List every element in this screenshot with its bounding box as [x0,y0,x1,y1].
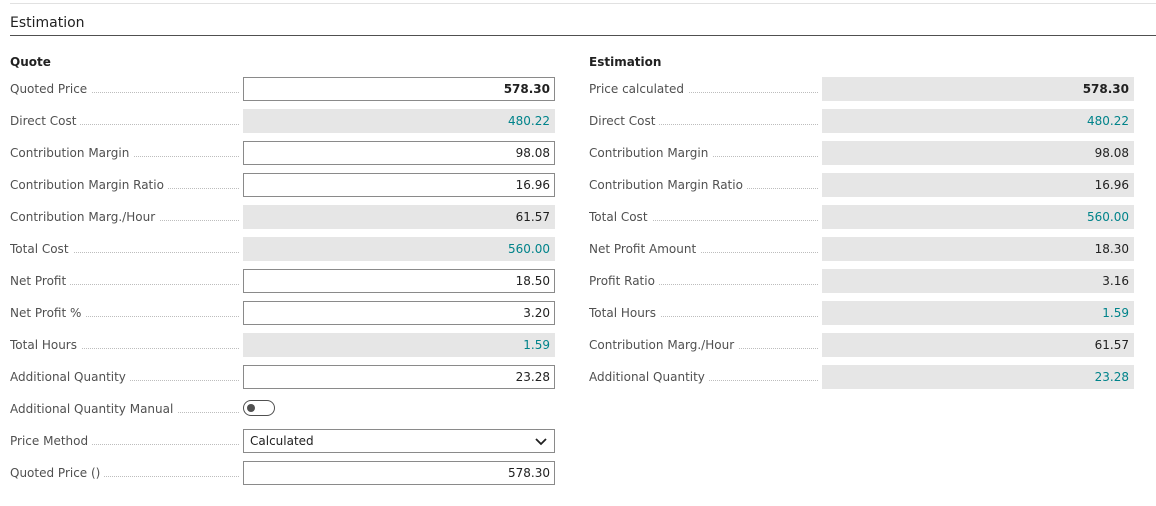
estimation-direct-cost-value[interactable]: 480.22 [822,109,1134,133]
estimation-total-cost-row: Total Cost 560.00 [589,205,1134,237]
field-label: Price Method [10,429,243,453]
price-method-select[interactable]: Calculated [243,429,555,453]
field-label: Direct Cost [10,109,243,133]
estimation-group: Price calculated 578.30 Direct Cost 480.22 C… [589,77,1134,397]
quote-contribution-margin-input[interactable]: 98.08 [243,141,555,165]
additional-quantity-manual-toggle[interactable] [243,400,275,416]
quote-additional-quantity-row: Additional Quantity 23.28 [10,365,555,397]
field-label: Net Profit Amount [589,237,822,261]
quote-additional-quantity-input[interactable]: 23.28 [243,365,555,389]
field-label: Total Hours [589,301,822,325]
field-label: Contribution Margin [589,141,822,165]
field-label: Direct Cost [589,109,822,133]
quote-contribution-margin-ratio-input[interactable]: 16.96 [243,173,555,197]
field-label: Additional Quantity [10,365,243,389]
quote-net-profit-row: Net Profit 18.50 [10,269,555,301]
estimation-total-hours-row: Total Hours 1.59 [589,301,1134,333]
estimation-price-calculated-row: Price calculated 578.30 [589,77,1134,109]
quote-contribution-margin-row: Contribution Margin 98.08 [10,141,555,173]
estimation-net-profit-amount-value: 18.30 [822,237,1134,261]
quote-quoted-price-input[interactable]: 578.30 [243,77,555,101]
estimation-group-title: Estimation [589,55,662,69]
quote-net-profit-input[interactable]: 18.50 [243,269,555,293]
section-title[interactable]: Estimation [10,15,85,31]
field-label: Profit Ratio [589,269,822,293]
field-label: Price calculated [589,77,822,101]
estimation-total-hours-value[interactable]: 1.59 [822,301,1134,325]
field-label: Quoted Price [10,77,243,101]
estimation-price-calculated-value: 578.30 [822,77,1134,101]
top-divider [10,3,1156,4]
quote-contribution-margin-ratio-row: Contribution Margin Ratio 16.96 [10,173,555,205]
field-label: Contribution Marg./Hour [589,333,822,357]
quote-direct-cost-row: Direct Cost 480.22 [10,109,555,141]
field-label: Additional Quantity Manual [10,397,243,421]
price-method-row: Price Method Calculated [10,429,555,461]
field-label: Additional Quantity [589,365,822,389]
quote-net-profit-input[interactable]: 3.20 [243,301,555,325]
quote-total-cost-row: Total Cost 560.00 [10,237,555,269]
estimation-contribution-margin-value: 98.08 [822,141,1134,165]
estimation-profit-ratio-row: Profit Ratio 3.16 [589,269,1134,301]
estimation-profit-ratio-value: 3.16 [822,269,1134,293]
price-method-value: Calculated [250,434,314,448]
estimation-contribution-margin-row: Contribution Margin 98.08 [589,141,1134,173]
quote-total-cost-value[interactable]: 560.00 [243,237,555,261]
quoted-price-paren-input[interactable]: 578.30 [243,461,555,485]
estimation-contribution-margin-ratio-row: Contribution Margin Ratio 16.96 [589,173,1134,205]
quote-contribution-marg-hour-row: Contribution Marg./Hour 61.57 [10,205,555,237]
estimation-contribution-margin-ratio-value: 16.96 [822,173,1134,197]
quote-quoted-price-row: Quoted Price 578.30 [10,77,555,109]
estimation-total-cost-value[interactable]: 560.00 [822,205,1134,229]
field-label: Total Cost [589,205,822,229]
estimation-direct-cost-row: Direct Cost 480.22 [589,109,1134,141]
quote-contribution-marg-hour-value: 61.57 [243,205,555,229]
quote-total-hours-value[interactable]: 1.59 [243,333,555,357]
estimation-contribution-marg-hour-value: 61.57 [822,333,1134,357]
field-label: Contribution Margin Ratio [10,173,243,197]
quoted-price-paren-row: Quoted Price () 578.30 [10,461,555,493]
additional-quantity-manual-row: Additional Quantity Manual [10,397,555,429]
toggle-switch-icon [247,404,255,412]
field-label: Contribution Margin Ratio [589,173,822,197]
field-label: Contribution Marg./Hour [10,205,243,229]
quote-direct-cost-value[interactable]: 480.22 [243,109,555,133]
quote-group-title: Quote [10,55,51,69]
estimation-additional-quantity-value[interactable]: 23.28 [822,365,1134,389]
quote-net-profit-row: Net Profit % 3.20 [10,301,555,333]
section-header[interactable]: Estimation [10,13,1156,36]
field-label: Quoted Price () [10,461,243,485]
field-label: Contribution Margin [10,141,243,165]
field-label: Net Profit % [10,301,243,325]
field-label: Total Hours [10,333,243,357]
quote-total-hours-row: Total Hours 1.59 [10,333,555,365]
chevron-down-icon [535,438,547,446]
estimation-contribution-marg-hour-row: Contribution Marg./Hour 61.57 [589,333,1134,365]
quote-group: Quoted Price 578.30 Direct Cost 480.22 Contr… [10,77,555,493]
field-label: Net Profit [10,269,243,293]
estimation-net-profit-amount-row: Net Profit Amount 18.30 [589,237,1134,269]
field-label: Total Cost [10,237,243,261]
estimation-additional-quantity-row: Additional Quantity 23.28 [589,365,1134,397]
